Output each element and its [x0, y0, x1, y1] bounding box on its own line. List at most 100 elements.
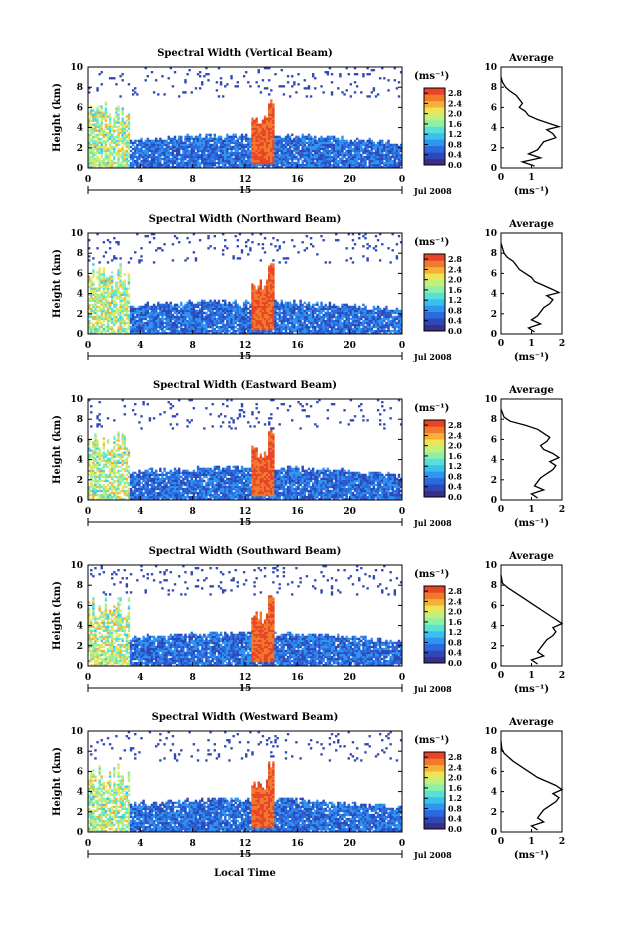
heat-cell [154, 309, 158, 313]
heat-cell [144, 161, 147, 165]
heat-cell [108, 147, 112, 151]
heat-cell [247, 139, 250, 143]
heat-cell [341, 153, 344, 157]
heat-cell [270, 243, 273, 246]
heat-cell [272, 331, 275, 335]
heat-cell [274, 73, 277, 76]
heat-cell [257, 133, 260, 136]
heat-cell [108, 281, 112, 284]
heat-cell [138, 259, 141, 262]
heat-cell [309, 315, 313, 319]
heat-cell [192, 147, 196, 151]
heat-cell [121, 159, 124, 163]
heat-cell [146, 159, 149, 163]
heat-cell [387, 155, 390, 159]
heat-cell [196, 145, 200, 149]
heat-cell [297, 323, 300, 327]
heat-cell [341, 325, 344, 329]
heat-cell [221, 161, 225, 165]
heat-cell [127, 145, 131, 149]
heat-cell [259, 149, 263, 153]
heat-cell [184, 313, 187, 317]
heat-cell [108, 133, 112, 136]
heat-cell [318, 141, 321, 145]
heat-cell [94, 163, 97, 167]
heat-cell [330, 317, 334, 321]
heat-cell [213, 327, 216, 331]
heat-cell [219, 165, 223, 169]
heat-cell [270, 313, 273, 317]
heat-cell [90, 285, 93, 288]
heat-cell [173, 71, 177, 74]
heat-cell [305, 323, 309, 327]
heat-cell [167, 143, 170, 147]
heat-cell [152, 155, 156, 159]
heat-cell [301, 315, 304, 319]
heat-cell [230, 319, 233, 323]
heat-cell [90, 163, 93, 167]
heat-cell [213, 247, 216, 250]
heat-cell [100, 329, 103, 333]
heat-cell [364, 309, 367, 313]
heat-cell [339, 161, 342, 165]
heat-cell [320, 309, 323, 313]
heat-cell [257, 163, 260, 167]
heat-cell [146, 311, 149, 315]
heat-cell [113, 129, 116, 132]
heat-cell [280, 319, 283, 323]
heat-cell [98, 289, 101, 292]
heat-cell [232, 159, 235, 163]
heat-cell [255, 297, 258, 300]
heat-cell [94, 289, 97, 292]
heat-cell [144, 235, 147, 238]
heat-cell [265, 297, 269, 300]
heat-cell [305, 235, 309, 238]
heat-cell [297, 311, 300, 315]
heat-cell [261, 309, 265, 313]
heat-cell [249, 141, 252, 145]
heat-cell [330, 145, 334, 149]
heat-cell [171, 321, 175, 325]
heat-cell [104, 155, 108, 159]
heat-cell [265, 323, 269, 327]
heat-cell [282, 315, 286, 319]
heat-cell [236, 239, 240, 242]
heat-cell [278, 309, 281, 313]
heat-cell [387, 157, 390, 161]
heat-cell [224, 331, 227, 335]
heat-cell [270, 153, 273, 157]
heat-cell [94, 153, 97, 157]
heat-cell [198, 303, 202, 307]
heat-cell [280, 147, 283, 151]
heat-cell [383, 147, 386, 151]
heat-cell [368, 317, 371, 321]
heat-cell [320, 321, 323, 325]
heat-cell [119, 299, 122, 302]
heat-cell [309, 237, 313, 240]
heat-cell [224, 323, 227, 327]
heat-cell [167, 77, 170, 80]
heat-cell [272, 259, 275, 262]
heat-cell [102, 317, 106, 321]
heat-cell [307, 147, 311, 151]
heat-cell [253, 289, 256, 292]
heat-cell [309, 313, 313, 317]
heat-cell [121, 79, 124, 82]
heat-cell [152, 261, 156, 264]
heat-cell [335, 151, 338, 155]
heat-cell [345, 145, 348, 149]
heat-cell [274, 141, 277, 145]
heat-cell [301, 331, 304, 335]
heat-cell [251, 309, 254, 313]
heat-cell [215, 309, 219, 313]
heat-cell [205, 311, 208, 315]
heat-cell [332, 311, 336, 315]
heat-cell [119, 271, 122, 274]
heat-cell [351, 159, 355, 163]
heat-cell [305, 135, 309, 138]
heat-cell [245, 309, 248, 313]
heat-cell [96, 87, 99, 90]
heat-cell [249, 137, 252, 141]
heat-cell [330, 165, 334, 169]
heat-cell [94, 165, 97, 169]
